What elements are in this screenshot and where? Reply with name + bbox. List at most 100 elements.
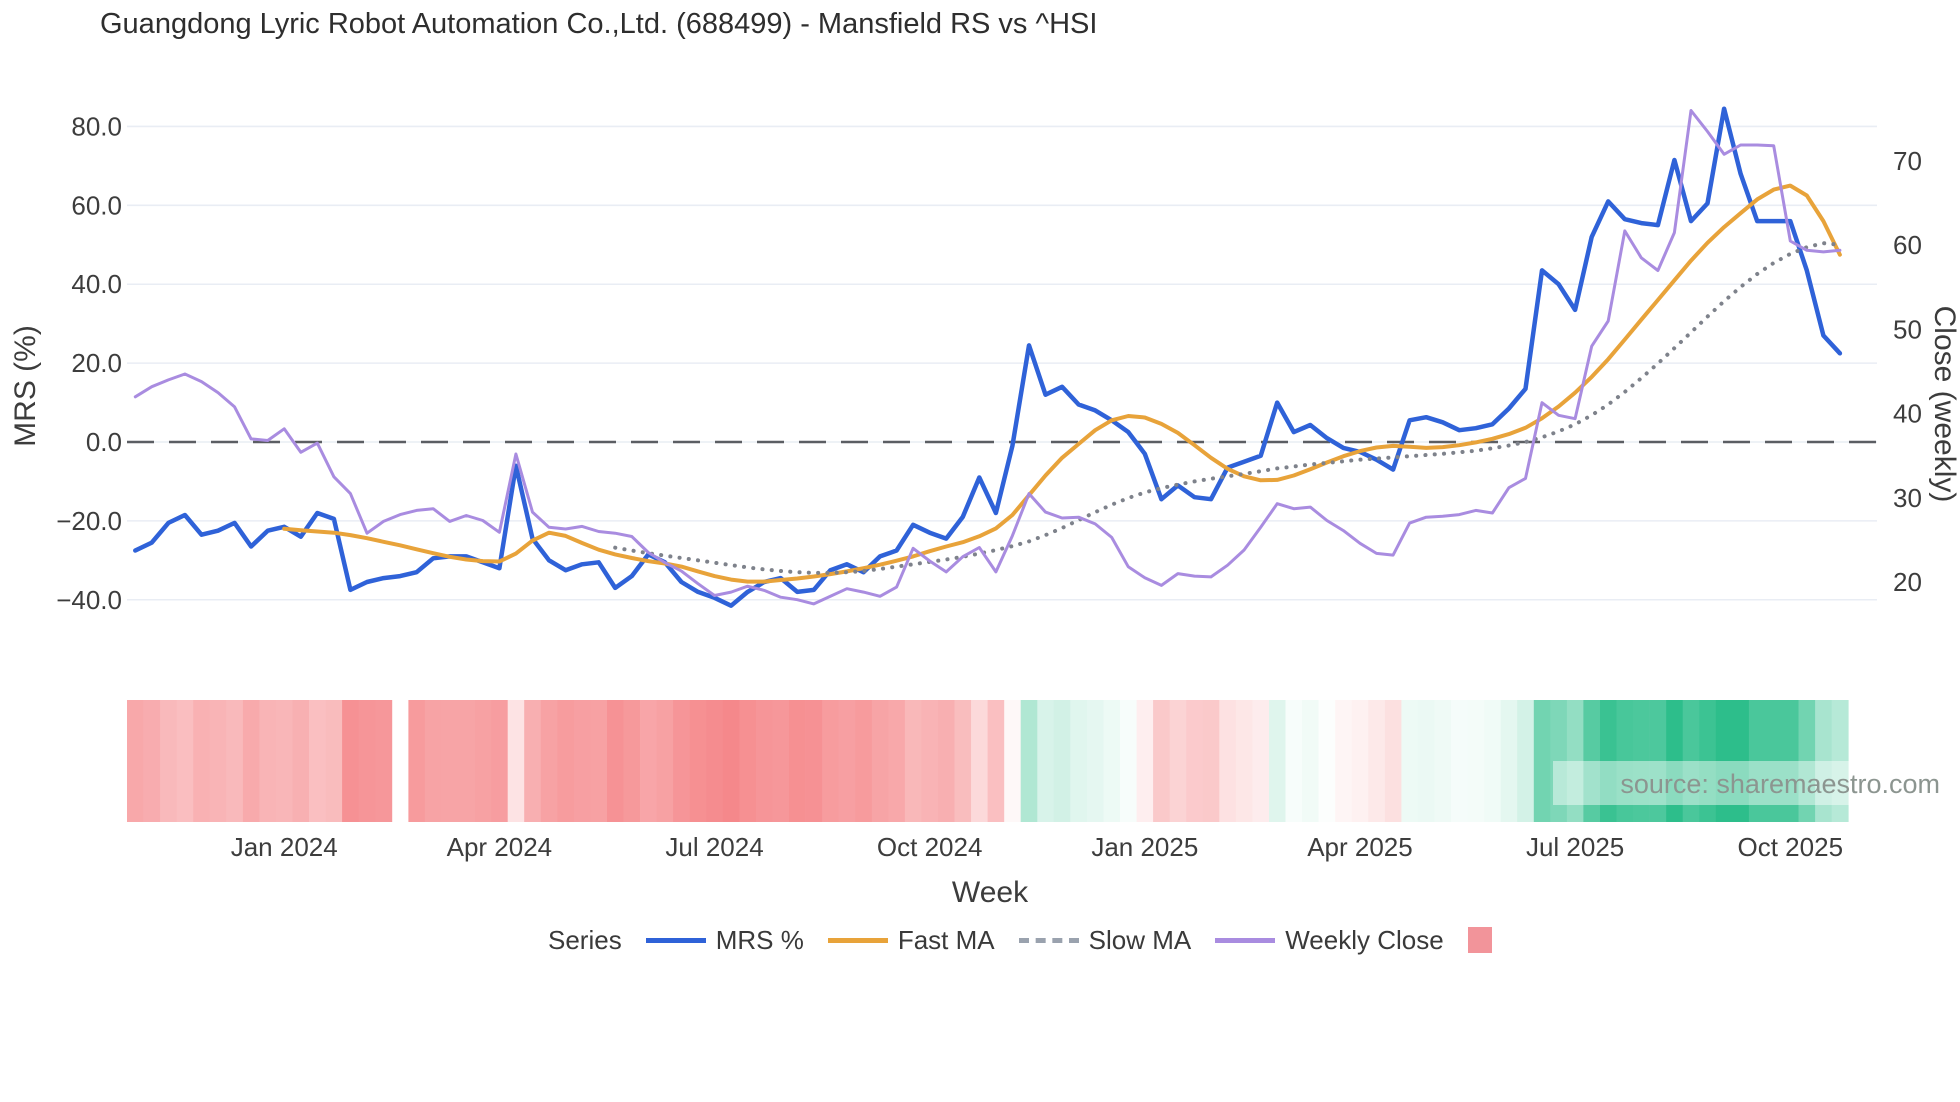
x-axis-title: Week [951,876,1029,909]
left-axis-tick-label: 60.0 [71,190,122,220]
heatmap-cell [573,700,591,822]
line-swatch-icon [1018,937,1079,943]
heatmap-cell [507,700,525,822]
legend-entry-heatmap[interactable] [1467,927,1492,953]
heatmap-cell [1202,700,1220,822]
heatmap-cell [855,700,873,822]
series-line-mrs- [133,106,1843,608]
x-axis-tick-label: Apr 2024 [447,832,553,862]
heatmap-cell [342,700,359,822]
heatmap-cell [491,700,508,822]
legend-entry-weekly-close[interactable]: Weekly Close [1215,924,1444,956]
heatmap-cell [458,700,475,822]
heatmap-cell [971,700,988,822]
heatmap-cell [1120,700,1137,822]
heatmap-cell [209,700,227,822]
legend-entry-mrs-[interactable]: MRS % [645,924,804,956]
series-line-weekly-close [133,109,1842,606]
heatmap-cell [375,700,393,822]
heatmap-cell [276,700,293,822]
heatmap-cell [1004,700,1022,822]
heatmap-cell [1451,700,1468,822]
heatmap-cell [1831,700,1849,822]
right-axis-tick-label: 40 [1893,399,1922,429]
heatmap-cell [1649,700,1667,822]
heatmap-cell [1550,700,1568,822]
heatmap-cell [1070,700,1088,822]
left-axis-title: MRS (%) [9,325,42,447]
legend-entry-fast-ma[interactable]: Fast MA [827,924,995,956]
heatmap-cell [954,700,972,822]
legend-entry-slow-ma[interactable]: Slow MA [1018,925,1191,956]
legend-entry-label: Weekly Close [1285,924,1444,955]
left-axis-tick-label: 40.0 [71,269,122,299]
heatmap-cell [474,700,492,822]
legend-entry-label: Fast MA [897,924,995,955]
x-axis-tick-label: Jan 2025 [1091,832,1198,862]
heatmap-cell [722,700,740,822]
heatmap-cell [871,700,889,822]
line-swatch-icon [1215,937,1276,943]
source-overlay-band [1553,761,1856,805]
heatmap-cell [1169,700,1187,822]
heatmap-cell [838,700,856,822]
heatmap-cell [176,700,194,822]
heatmap-cell [1467,700,1485,822]
heatmap-cell [1384,700,1402,822]
source-credit: source: sharemaestro.com [1620,769,1940,799]
heatmap-cell [1616,700,1634,822]
heatmap-cell [1153,700,1170,822]
legend: Series MRS % Fast MA Slow MA Weekly Close [548,920,1516,960]
heatmap-cell [1699,700,1717,822]
heatmap-cell [590,700,608,822]
heatmap-cell [309,700,326,822]
left-axis-tick-label: −20.0 [56,506,122,536]
x-axis-tick-label: Oct 2025 [1738,832,1844,862]
legend-entry-label: MRS % [715,924,804,955]
right-axis-tick-label: 20 [1893,567,1922,597]
heatmap-cell [1053,700,1071,822]
heatmap-cell [1533,700,1551,822]
heatmap-cell [1335,700,1353,822]
heatmap-cell [755,700,773,822]
heatmap-cell [292,700,310,822]
heatmap-cell [1269,700,1286,822]
heatmap-cell [623,700,641,822]
heatmap-cell [987,700,1005,822]
heatmap-cell [1782,700,1799,822]
heatmap-cell [242,700,260,822]
heatmap-cell [1318,700,1336,822]
left-axis-tick-label: −40.0 [56,585,122,615]
heatmap-cell [1666,700,1684,822]
heatmap-cell [656,700,674,822]
heatmap-cell [789,700,806,822]
heatmap-cell [1186,700,1204,822]
legend-title: Series [548,924,622,955]
right-axis-tick-label: 30 [1893,483,1922,513]
heatmap-cell [888,700,906,822]
heatmap-cell [1748,700,1766,822]
heatmap-cell [1566,700,1584,822]
heatmap-cell [1417,700,1435,822]
heatmap-cell [1368,700,1386,822]
heatmap-cell [1302,700,1319,822]
heatmap-cell [325,700,343,822]
heatmap-cell [1815,700,1832,822]
x-axis-tick-label: Jul 2025 [1526,832,1624,862]
heatmap-cell [1682,700,1700,822]
heatmap-cell [1285,700,1303,822]
right-axis-tick-label: 60 [1893,230,1922,260]
left-axis-tick-label: 0.0 [86,427,122,457]
heatmap-cell [524,700,542,822]
heatmap-cell [1434,700,1452,822]
heatmap-cell [1583,700,1601,822]
heatmap-cell [127,700,144,822]
heatmap-cell [822,700,839,822]
heatmap-cell [441,700,459,822]
heatmap-cell [805,700,823,822]
heatmap-cell [1715,700,1733,822]
heatmap-cell [557,700,575,822]
x-axis-tick-label: Oct 2024 [877,832,983,862]
